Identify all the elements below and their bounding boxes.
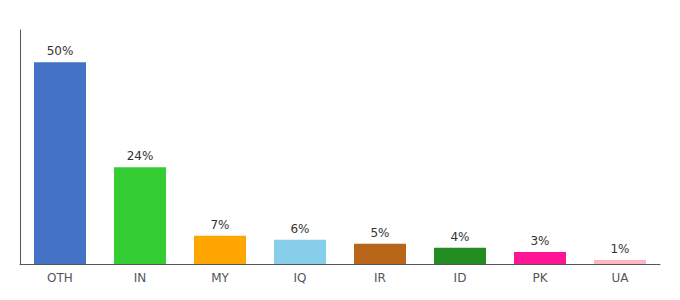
svg-text:ID: ID	[454, 271, 467, 285]
svg-text:4%: 4%	[450, 230, 469, 244]
svg-text:OTH: OTH	[47, 271, 73, 285]
svg-text:5%: 5%	[370, 226, 389, 240]
svg-text:IR: IR	[374, 271, 386, 285]
svg-text:IN: IN	[134, 271, 147, 285]
svg-text:50%: 50%	[47, 44, 74, 58]
svg-text:MY: MY	[211, 271, 229, 285]
svg-text:PK: PK	[532, 271, 548, 285]
svg-text:IQ: IQ	[294, 271, 307, 285]
svg-text:1%: 1%	[610, 242, 629, 256]
svg-text:7%: 7%	[210, 218, 229, 232]
svg-text:6%: 6%	[290, 222, 309, 236]
svg-text:24%: 24%	[127, 149, 154, 163]
svg-text:3%: 3%	[530, 234, 549, 248]
svg-text:UA: UA	[612, 271, 630, 285]
